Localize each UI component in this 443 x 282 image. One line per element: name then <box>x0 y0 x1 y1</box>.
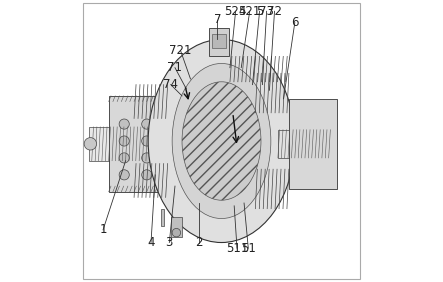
Text: 1: 1 <box>99 223 107 236</box>
Text: 524: 524 <box>225 5 247 18</box>
Bar <box>161 209 164 226</box>
Circle shape <box>119 170 129 180</box>
Text: 73: 73 <box>259 5 274 18</box>
Ellipse shape <box>172 63 271 219</box>
Circle shape <box>119 136 129 146</box>
Text: 521: 521 <box>238 5 261 18</box>
Bar <box>89 127 168 161</box>
Text: 74: 74 <box>163 78 178 91</box>
Text: 721: 721 <box>169 44 192 57</box>
Text: 2: 2 <box>195 236 203 249</box>
Text: 6: 6 <box>291 16 299 29</box>
Text: 51: 51 <box>241 242 256 255</box>
Text: 71: 71 <box>167 61 183 74</box>
Circle shape <box>142 170 152 180</box>
Circle shape <box>142 119 152 129</box>
Ellipse shape <box>148 39 295 243</box>
Bar <box>289 99 337 189</box>
Text: 5: 5 <box>256 5 263 18</box>
Text: 511: 511 <box>226 242 248 255</box>
Text: 7: 7 <box>214 13 221 26</box>
Text: 4: 4 <box>147 236 155 249</box>
Circle shape <box>142 136 152 146</box>
Bar <box>109 96 165 192</box>
Bar <box>209 28 229 56</box>
Circle shape <box>142 153 152 163</box>
Text: 72: 72 <box>267 5 282 18</box>
Circle shape <box>119 153 129 163</box>
Bar <box>278 130 334 158</box>
Circle shape <box>172 228 181 237</box>
Circle shape <box>119 119 129 129</box>
Bar <box>171 217 182 237</box>
Bar <box>212 34 226 48</box>
Circle shape <box>84 138 97 150</box>
Text: 3: 3 <box>166 236 173 249</box>
Ellipse shape <box>182 82 261 200</box>
